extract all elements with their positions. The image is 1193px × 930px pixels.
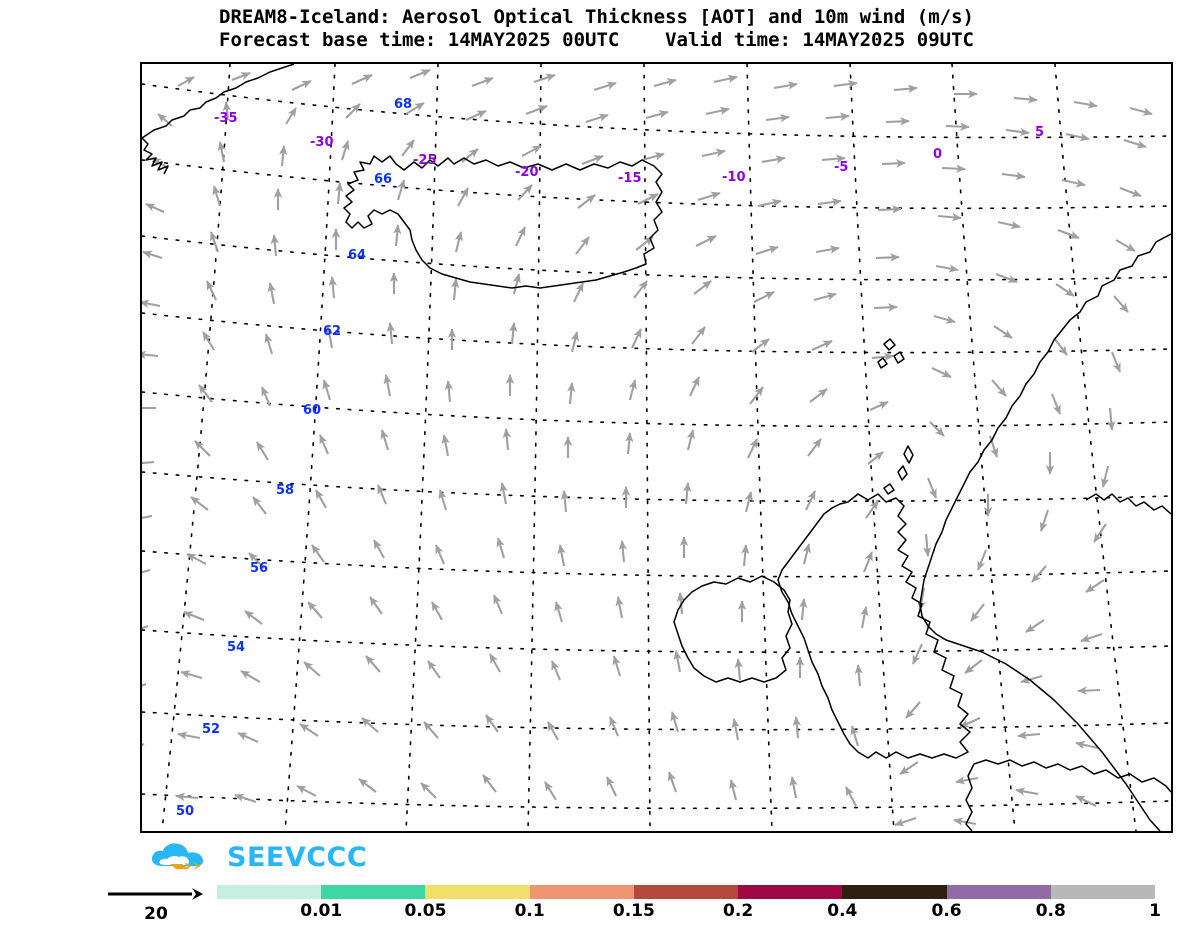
coastline-ireland: [673, 575, 793, 683]
seevccc-logo[interactable]: SEEVCCC: [148, 838, 367, 876]
lat-label: 50: [176, 804, 195, 819]
lat-label: 68: [394, 97, 413, 112]
lat-label: 56: [250, 561, 269, 576]
coastline-iceland: [343, 155, 663, 289]
lon-label: -30: [310, 135, 334, 150]
lat-label: 58: [276, 483, 295, 498]
colorbar-tick-label: 1: [1149, 901, 1161, 921]
lon-label: -10: [722, 170, 746, 185]
coastline-norway: [919, 233, 1171, 831]
colorbar-tick-label: 0.1: [514, 901, 545, 921]
colorbar-segment-5: [738, 885, 843, 899]
lat-label: 52: [202, 722, 221, 737]
colorbar-segment-3: [529, 885, 634, 899]
coastline-france: [965, 759, 1171, 831]
lon-label: -35: [214, 111, 238, 126]
colorbar-segment-0: [217, 885, 322, 899]
wind-scale-value: 20: [144, 904, 168, 924]
map-panel[interactable]: 68 66 64 62 60 58 56 54 52 50 -35 -30 -2…: [140, 62, 1173, 833]
graticule-longitudes: [161, 64, 1137, 831]
chart-title-block: DREAM8-Iceland: Aerosol Optical Thicknes…: [0, 6, 1193, 52]
title-line-2: Forecast base time: 14MAY2025 00UTC Vali…: [219, 29, 974, 51]
wind-scale-legend: 20: [106, 886, 206, 926]
coastlines: [142, 64, 1171, 831]
coastline-orkney: [883, 483, 895, 495]
coastline-greenland: [142, 64, 295, 175]
colorbar-segment-2: [425, 885, 530, 899]
lat-label: 54: [227, 640, 246, 655]
coastline-faroe: [877, 338, 905, 369]
coastline-denmark: [1085, 493, 1171, 515]
colorbar-tick-label: 0.4: [827, 901, 858, 921]
colorbar-tick-label: 0.05: [404, 901, 447, 921]
colorbar-segment-1: [321, 885, 426, 899]
title-line-1: DREAM8-Iceland: Aerosol Optical Thicknes…: [219, 6, 974, 28]
aot-colorbar: [217, 885, 1155, 899]
lon-label: -20: [515, 165, 539, 180]
lat-label: 64: [348, 248, 367, 263]
colorbar-segment-4: [633, 885, 739, 899]
coastline-shetland: [897, 445, 914, 481]
colorbar-tick-label: 0.8: [1035, 901, 1066, 921]
colorbar-segment-8: [1050, 885, 1155, 899]
aot-colorbar-labels: 0.01 0.05 0.1 0.15 0.2 0.4 0.6 0.8 1: [217, 901, 1161, 927]
lon-label: -5: [834, 160, 849, 175]
logo-text: SEEVCCC: [227, 841, 368, 873]
lon-label: -25: [413, 153, 437, 168]
colorbar-tick-label: 0.01: [300, 901, 343, 921]
lat-label: 60: [303, 403, 322, 418]
colorbar-segment-7: [946, 885, 1051, 899]
colorbar-segment-6: [842, 885, 947, 899]
colorbar-tick-label: 0.2: [723, 901, 754, 921]
lat-label: 66: [374, 172, 393, 187]
lat-label: 62: [323, 324, 342, 339]
colorbar-tick-label: 0.15: [612, 901, 655, 921]
colorbar-tick-label: 0.6: [931, 901, 962, 921]
graticule-latitudes: [142, 83, 1171, 810]
lon-label: 5: [1035, 125, 1045, 140]
map-canvas: [142, 64, 1171, 831]
wind-scale-arrow-icon: [108, 888, 203, 900]
lon-label: 0: [933, 147, 943, 162]
lon-label: -15: [618, 171, 642, 186]
wind-vectors: [142, 69, 1153, 827]
cloud-icon: [151, 843, 204, 870]
